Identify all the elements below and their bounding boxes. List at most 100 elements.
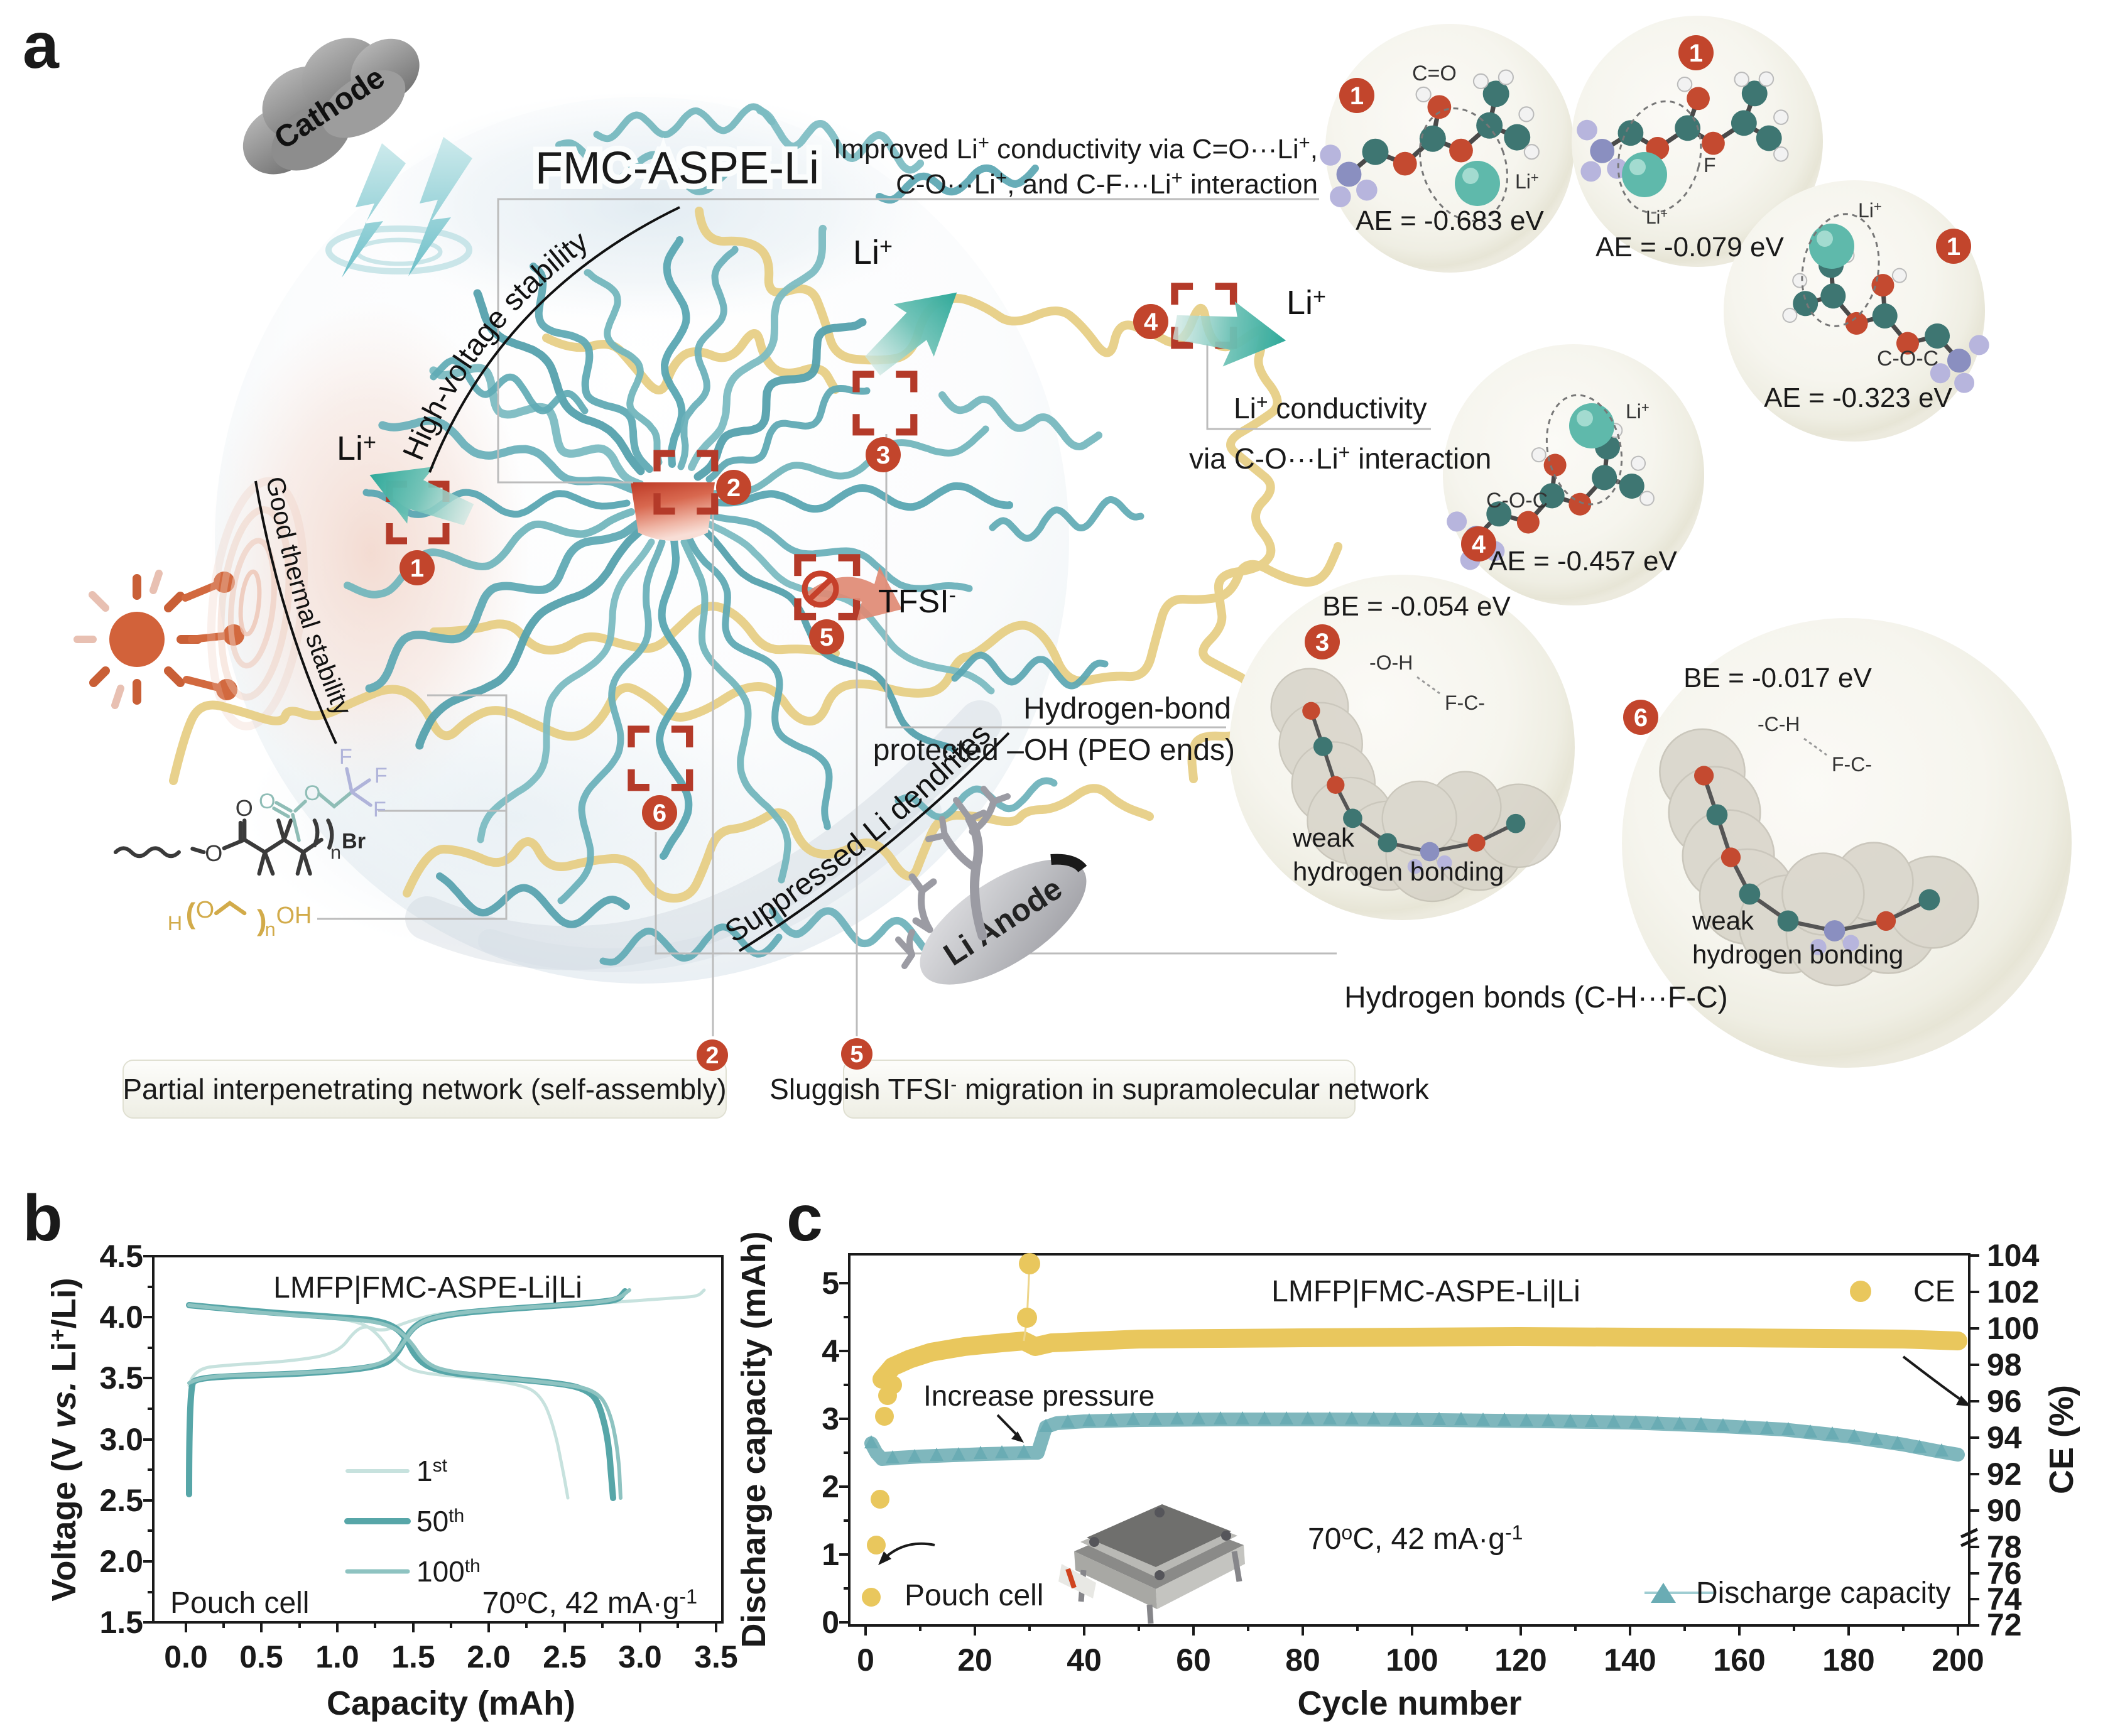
svg-text:1st: 1st xyxy=(416,1455,448,1487)
svg-text:3.0: 3.0 xyxy=(99,1422,143,1457)
svg-text:Br: Br xyxy=(342,830,366,854)
svg-text:O: O xyxy=(304,781,320,805)
svg-text:80: 80 xyxy=(1285,1642,1320,1678)
svg-text:74: 74 xyxy=(1987,1581,2022,1617)
svg-text:n: n xyxy=(330,842,341,864)
svg-text:c: c xyxy=(786,1182,823,1255)
svg-text:F: F xyxy=(1704,154,1716,176)
svg-text:C=O: C=O xyxy=(1412,62,1457,85)
svg-text:92: 92 xyxy=(1987,1457,2022,1492)
svg-text:2: 2 xyxy=(727,474,741,502)
svg-text:F: F xyxy=(373,798,386,822)
svg-text:Partial interpenetrating netwo: Partial interpenetrating network (self-a… xyxy=(122,1073,726,1105)
svg-text:1: 1 xyxy=(1350,82,1364,110)
svg-text:weak: weak xyxy=(1292,823,1355,852)
svg-text:C-O-C: C-O-C xyxy=(1486,489,1548,513)
svg-text:0: 0 xyxy=(822,1605,839,1640)
svg-text:-O-H: -O-H xyxy=(1369,651,1413,674)
svg-text:OH: OH xyxy=(276,903,312,929)
svg-text:20: 20 xyxy=(957,1642,992,1678)
svg-text:TFSI-: TFSI- xyxy=(878,583,956,620)
svg-text:4: 4 xyxy=(1144,308,1158,336)
svg-text:0: 0 xyxy=(857,1642,874,1678)
svg-text:-C-H: -C-H xyxy=(1758,713,1800,735)
svg-text:n: n xyxy=(265,919,276,940)
svg-text:Voltage (V vs. Li+/Li): Voltage (V vs. Li+/Li) xyxy=(45,1278,83,1601)
svg-text:3.5: 3.5 xyxy=(694,1639,738,1674)
svg-text:140: 140 xyxy=(1604,1642,1656,1678)
svg-text:Sluggish TFSI- migration in su: Sluggish TFSI- migration in supramolecul… xyxy=(769,1073,1430,1105)
svg-text:AE = -0.323 eV: AE = -0.323 eV xyxy=(1764,382,1952,413)
svg-text:4: 4 xyxy=(822,1333,839,1369)
svg-text:Discharge capacity (mAh): Discharge capacity (mAh) xyxy=(735,1231,773,1647)
svg-text:AE = -0.457 eV: AE = -0.457 eV xyxy=(1489,546,1677,577)
svg-text:CE (%): CE (%) xyxy=(2043,1385,2080,1494)
svg-text:160: 160 xyxy=(1713,1642,1765,1678)
svg-text:weak: weak xyxy=(1692,906,1754,935)
svg-text:5: 5 xyxy=(822,1266,839,1301)
svg-text:1: 1 xyxy=(1689,40,1703,67)
svg-text:BE = -0.017 eV: BE = -0.017 eV xyxy=(1683,663,1872,693)
svg-text:O: O xyxy=(205,840,222,866)
svg-text:C-O···Li+, and C-F···Li+ inter: C-O···Li+, and C-F···Li+ interaction xyxy=(896,166,1318,200)
svg-text:AE = -0.079 eV: AE = -0.079 eV xyxy=(1595,232,1784,263)
svg-text:98: 98 xyxy=(1987,1347,2022,1382)
svg-text:Li+: Li+ xyxy=(1286,283,1326,322)
svg-text:76: 76 xyxy=(1987,1556,2022,1591)
svg-text:2: 2 xyxy=(705,1043,719,1069)
svg-text:200: 200 xyxy=(1932,1642,1984,1678)
svg-text:120: 120 xyxy=(1494,1642,1547,1678)
svg-text:b: b xyxy=(23,1182,63,1255)
svg-text:70oC, 42 mA·g-1: 70oC, 42 mA·g-1 xyxy=(482,1585,697,1620)
svg-text:60: 60 xyxy=(1176,1642,1211,1678)
svg-text:4: 4 xyxy=(1472,531,1486,558)
svg-text:40: 40 xyxy=(1067,1642,1102,1678)
svg-text:4.5: 4.5 xyxy=(99,1239,143,1274)
svg-text:0.0: 0.0 xyxy=(164,1639,208,1674)
svg-text:2.0: 2.0 xyxy=(99,1544,143,1579)
svg-text:180: 180 xyxy=(1822,1642,1874,1678)
svg-text:4.0: 4.0 xyxy=(99,1299,143,1335)
svg-text:H: H xyxy=(168,912,182,935)
svg-text:F-C-: F-C- xyxy=(1832,753,1872,776)
svg-text:70oC, 42 mA·g-1: 70oC, 42 mA·g-1 xyxy=(1308,1521,1523,1556)
svg-text:96: 96 xyxy=(1987,1384,2022,1419)
svg-text:Cycle number: Cycle number xyxy=(1297,1684,1521,1722)
svg-text:hydrogen bonding: hydrogen bonding xyxy=(1293,857,1504,886)
svg-text:O: O xyxy=(259,789,275,813)
svg-text:78: 78 xyxy=(1987,1529,2022,1565)
svg-text:100: 100 xyxy=(1386,1642,1438,1678)
svg-text:AE = -0.683 eV: AE = -0.683 eV xyxy=(1356,205,1544,236)
svg-text:protected –OH (PEO ends): protected –OH (PEO ends) xyxy=(873,734,1235,767)
svg-text:Pouch cell: Pouch cell xyxy=(905,1579,1043,1612)
svg-text:102: 102 xyxy=(1987,1274,2039,1310)
svg-text:(: ( xyxy=(186,897,196,930)
svg-text:BE = -0.054 eV: BE = -0.054 eV xyxy=(1322,591,1511,622)
svg-text:Pouch cell: Pouch cell xyxy=(170,1587,309,1620)
svg-text:3.5: 3.5 xyxy=(99,1360,143,1396)
svg-text:0.5: 0.5 xyxy=(239,1639,283,1674)
svg-text:FMC-ASPE-Li: FMC-ASPE-Li xyxy=(535,143,819,193)
svg-text:90: 90 xyxy=(1987,1493,2022,1528)
svg-text:Improved Li+ conductivity via: Improved Li+ conductivity via C=O···Li+, xyxy=(834,131,1318,165)
svg-text:2.5: 2.5 xyxy=(543,1639,587,1674)
svg-text:100: 100 xyxy=(1987,1311,2039,1346)
svg-text:3: 3 xyxy=(822,1401,839,1436)
svg-text:Hydrogen bonds (C-H···F-C): Hydrogen bonds (C-H···F-C) xyxy=(1344,981,1728,1014)
svg-text:): ) xyxy=(257,904,267,936)
svg-text:LMFP|FMC-ASPE-Li|Li: LMFP|FMC-ASPE-Li|Li xyxy=(273,1271,582,1305)
svg-text:1: 1 xyxy=(822,1537,839,1572)
svg-text:1: 1 xyxy=(410,555,424,582)
svg-text:72: 72 xyxy=(1987,1607,2022,1642)
svg-text:1.5: 1.5 xyxy=(99,1605,143,1640)
svg-text:LMFP|FMC-ASPE-Li|Li: LMFP|FMC-ASPE-Li|Li xyxy=(1271,1275,1580,1308)
svg-text:CE: CE xyxy=(1913,1275,1955,1308)
svg-text:O: O xyxy=(236,795,253,821)
svg-text:F: F xyxy=(339,745,352,769)
svg-text:Discharge capacity: Discharge capacity xyxy=(1696,1576,1951,1610)
svg-text:Increase pressure: Increase pressure xyxy=(923,1379,1155,1412)
svg-text:F-C-: F-C- xyxy=(1445,692,1485,714)
svg-text:104: 104 xyxy=(1987,1238,2040,1273)
svg-text:2: 2 xyxy=(822,1469,839,1504)
svg-text:3: 3 xyxy=(1315,629,1329,656)
